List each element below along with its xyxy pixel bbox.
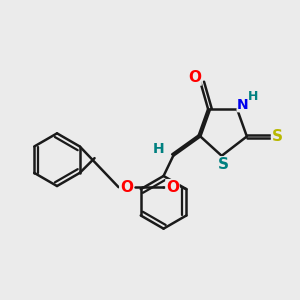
Text: H: H (153, 142, 164, 156)
Text: O: O (166, 180, 179, 195)
Text: O: O (188, 70, 201, 85)
Text: N: N (237, 98, 249, 112)
Text: H: H (248, 90, 259, 104)
Text: S: S (218, 157, 229, 172)
Text: O: O (120, 180, 133, 195)
Text: S: S (272, 129, 283, 144)
